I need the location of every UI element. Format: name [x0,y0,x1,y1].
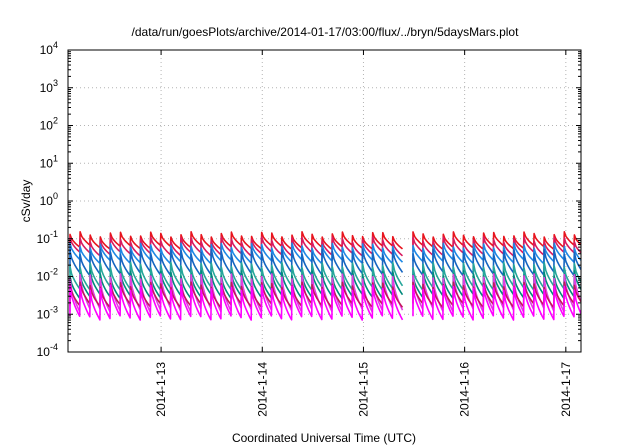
series-line [69,231,581,250]
y-tick-label: 10-4 [37,342,58,359]
y-tick-label: 101 [40,153,58,170]
x-tick-label: 2014-1-17 [559,362,573,417]
chart-title: /data/run/goesPlots/archive/2014-01-17/0… [132,25,520,39]
y-tick-label: 100 [40,191,58,208]
series-group [69,231,581,321]
x-tick-label: 2014-1-13 [154,362,168,417]
x-tick-label: 2014-1-15 [356,362,370,417]
y-axis: 10-4 10-3 10-2 10-1 100 101 102 103 104 [37,40,581,359]
y-axis-label: cSv/day [19,180,33,223]
y-tick-label: 10-2 [37,267,58,284]
grid [68,50,581,352]
x-axis-label: Coordinated Universal Time (UTC) [232,431,416,445]
x-tick-label: 2014-1-14 [255,362,269,417]
y-tick-label: 10-3 [37,304,58,321]
y-tick-label: 103 [40,78,58,95]
y-tick-label: 102 [40,116,58,133]
x-tick-label: 2014-1-16 [458,362,472,417]
series-line [69,284,581,321]
y-tick-label: 104 [40,40,58,57]
x-axis: 2014-1-13 2014-1-14 2014-1-15 2014-1-16 2014… [154,50,573,417]
series-line [69,248,581,277]
y-tick-label: 10-1 [37,229,58,246]
